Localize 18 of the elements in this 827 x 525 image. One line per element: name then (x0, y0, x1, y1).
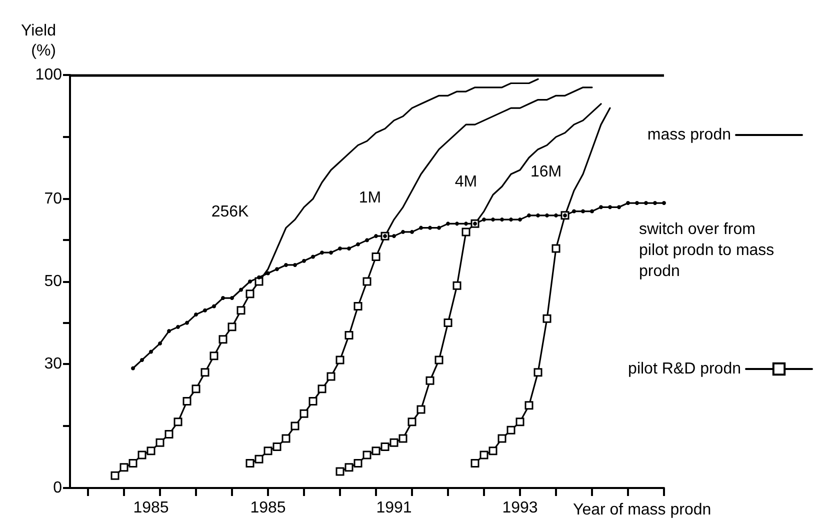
annotation: 4M (454, 174, 478, 190)
y-tick-label: 0 (53, 480, 62, 496)
annotation: 1M (358, 190, 382, 206)
legend-label: mass prodn (647, 126, 731, 144)
annotation: 16M (530, 164, 562, 180)
annotation: 256K (211, 204, 250, 220)
y-tick-label: 50 (44, 273, 62, 290)
x-axis-title: Year of mass prodn (573, 502, 712, 518)
x-tick-label: 1993 (502, 500, 538, 516)
y-tick-label: 30 (44, 356, 62, 373)
series-label: switch over from pilot prodn to mass prodn (639, 221, 779, 280)
y-tick-label: 100 (35, 66, 62, 84)
legend-label: pilot R&D prodn (628, 360, 741, 378)
x-tick-label: 1991 (376, 500, 412, 516)
x-tick-label: 1985 (250, 500, 286, 516)
y-tick-label: 70 (44, 190, 62, 208)
x-tick-label: 1985 (133, 500, 169, 516)
y-axis-title: Yield (%) (21, 22, 56, 60)
